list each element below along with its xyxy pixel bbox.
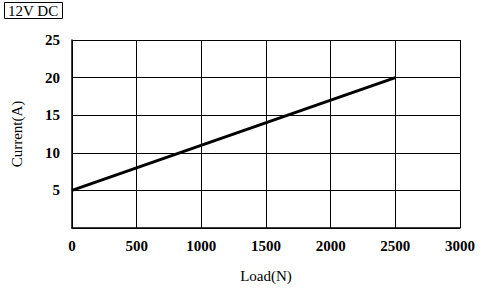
svg-text:15: 15 <box>45 107 60 123</box>
svg-text:2000: 2000 <box>316 238 346 254</box>
svg-text:3000: 3000 <box>445 238 475 254</box>
svg-text:2500: 2500 <box>380 238 410 254</box>
svg-text:Current(A): Current(A) <box>9 101 26 168</box>
svg-text:25: 25 <box>45 32 60 48</box>
svg-text:Load(N): Load(N) <box>240 268 292 285</box>
svg-text:10: 10 <box>45 145 60 161</box>
svg-text:20: 20 <box>45 70 60 86</box>
svg-text:0: 0 <box>68 238 76 254</box>
svg-text:12V DC: 12V DC <box>8 3 58 19</box>
svg-text:500: 500 <box>125 238 148 254</box>
svg-text:5: 5 <box>53 182 61 198</box>
svg-text:1500: 1500 <box>251 238 281 254</box>
svg-text:1000: 1000 <box>186 238 216 254</box>
